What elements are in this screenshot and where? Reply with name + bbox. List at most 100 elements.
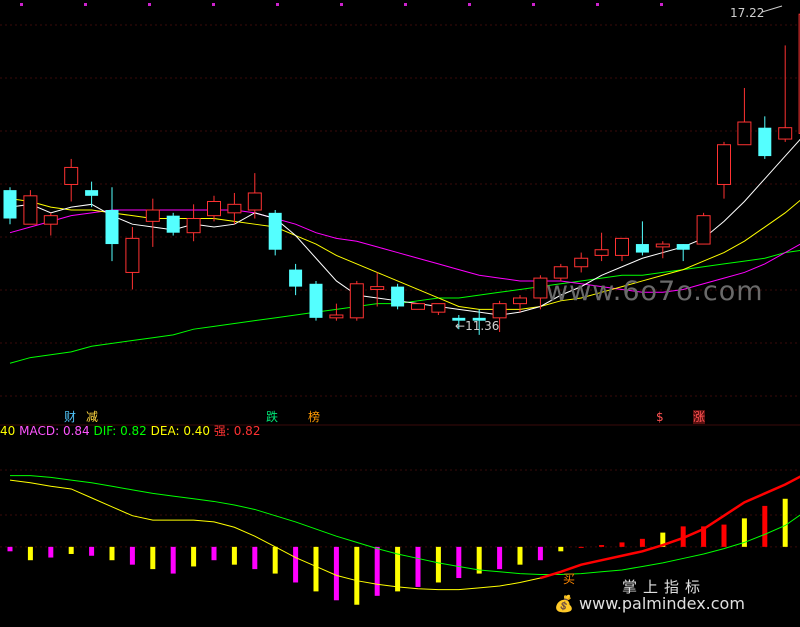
candle-body-up	[778, 127, 793, 140]
candle-body-up	[696, 215, 711, 245]
macd-prefix: 40	[0, 424, 16, 438]
macd-histogram-bar	[109, 546, 115, 561]
macd-histogram-bar	[374, 546, 380, 596]
macd-histogram-bar	[517, 546, 523, 565]
macd-histogram-bar	[395, 546, 401, 592]
top-marker	[532, 3, 535, 6]
candle-body-up	[64, 166, 79, 185]
candle-body-up	[186, 218, 201, 234]
macd-histogram-bar	[599, 545, 605, 547]
ma5-line	[9, 138, 800, 316]
candle-body-up	[329, 314, 344, 319]
top-marker	[148, 3, 151, 6]
ma10-line	[9, 198, 800, 310]
candle-body-up	[574, 257, 589, 268]
top-marker	[596, 3, 599, 6]
macd-histogram-bar	[7, 546, 13, 552]
candle-body-down	[391, 286, 405, 307]
low-price-label: ←11.36	[455, 319, 500, 333]
macd-histogram-bar	[48, 546, 54, 558]
macd-histogram-bar	[619, 542, 625, 547]
macd-histogram-bar	[415, 546, 421, 587]
top-marker	[276, 3, 279, 6]
strong-value: 强: 0.82	[213, 424, 261, 438]
high-arrow-icon	[761, 5, 783, 13]
macd-histogram-bar	[721, 524, 727, 547]
brand-watermark: 掌上指标	[622, 578, 707, 596]
brand-url-watermark: 💰 www.palmindex.com	[554, 594, 745, 613]
macd-histogram-bar	[293, 546, 299, 583]
candle-body-up	[349, 283, 364, 319]
macd-histogram-bar	[150, 546, 156, 570]
candle-body-up	[411, 303, 425, 310]
candle-body-down	[309, 283, 323, 318]
candle-body-up	[533, 277, 548, 299]
tag-zhang: 涨	[693, 410, 706, 424]
tag-dollar: $	[656, 410, 664, 424]
candle-body-up	[247, 192, 262, 211]
candle-body-up	[23, 195, 38, 225]
macd-histogram-bar	[272, 546, 278, 574]
candle-body-up	[615, 237, 629, 256]
candle-body-down	[166, 215, 180, 233]
macd-histogram-bar	[660, 532, 666, 547]
candle-body-up	[513, 297, 527, 305]
buy-signal: 买	[563, 572, 576, 586]
macd-histogram-bar	[762, 505, 768, 547]
candle-body-down	[758, 127, 772, 157]
top-marker	[20, 3, 23, 6]
price-chart	[0, 3, 800, 397]
macd-histogram-bar	[456, 546, 462, 579]
candle-body-up	[492, 303, 507, 319]
macd-histogram-bar	[476, 546, 482, 574]
candle-body-down	[289, 269, 303, 287]
top-marker	[84, 3, 87, 6]
macd-histogram-bar	[170, 546, 176, 574]
macd-histogram-bar	[639, 538, 645, 547]
ma20-line	[9, 209, 800, 293]
candle-body-down	[85, 190, 99, 196]
candle-body-up	[655, 243, 670, 248]
tag-jian: 减	[86, 410, 99, 424]
tag-die: 跌	[266, 410, 279, 424]
macd-histogram-bar	[333, 546, 339, 601]
macd-histogram-bar	[313, 546, 319, 592]
candle-body-down	[472, 317, 486, 321]
candle-body-up	[553, 266, 568, 279]
dea-line	[10, 475, 800, 575]
macd-histogram-bar	[741, 518, 747, 547]
macd-histogram-bar	[68, 546, 74, 554]
candle-body-up	[227, 203, 242, 214]
tag-bang: 榜	[308, 410, 321, 424]
macd-histogram-bar	[27, 546, 33, 561]
macd-histogram-bar	[191, 546, 197, 567]
candle-body-up	[737, 121, 752, 146]
macd-header: 40 MACD: 0.84 DIF: 0.82 DEA: 0.40 强: 0.8…	[0, 423, 260, 439]
strong-trend-line	[540, 475, 800, 580]
macd-histogram-bar	[782, 498, 788, 547]
low-arrow-icon: ←	[455, 319, 466, 333]
macd-histogram-bar	[537, 546, 543, 561]
tag-cai: 财	[64, 410, 77, 424]
macd-histogram-bar	[435, 546, 441, 583]
macd-histogram-bar	[89, 546, 95, 556]
site-watermark: www.6o7o.com	[546, 276, 764, 307]
dif-value: DIF: 0.82	[93, 424, 147, 438]
top-marker	[340, 3, 343, 6]
candle-body-up	[207, 200, 221, 217]
macd-histogram-bar	[252, 546, 258, 570]
macd-histogram-bar	[701, 526, 707, 547]
money-bag-icon: 💰	[554, 594, 574, 613]
dea-value: DEA: 0.40	[150, 424, 211, 438]
candle-body-up	[594, 249, 609, 256]
macd-histogram-bar	[354, 546, 360, 605]
candle-body-down	[105, 210, 119, 245]
macd-histogram-bar	[558, 546, 564, 552]
macd-histogram-bar	[129, 546, 135, 565]
candle-body-down	[635, 244, 649, 253]
candle-body-up	[717, 144, 731, 185]
macd-histogram-bar	[497, 546, 503, 570]
high-price-label: 17.22	[730, 6, 765, 20]
